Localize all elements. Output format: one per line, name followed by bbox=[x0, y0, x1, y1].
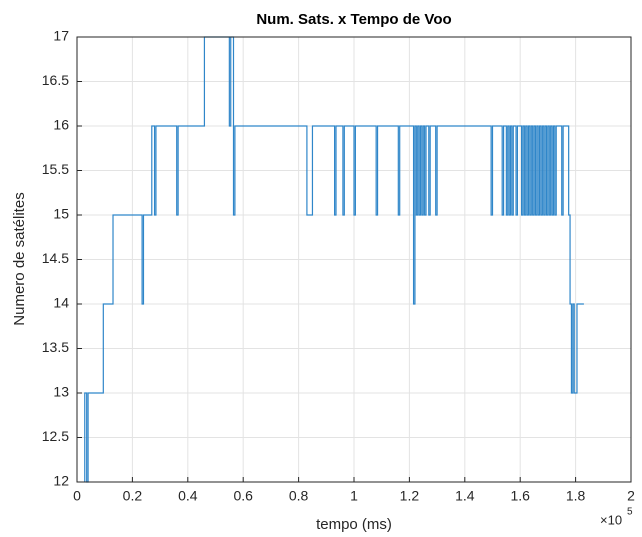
x-tick-label: 1.8 bbox=[566, 488, 586, 504]
x-tick-label: 2 bbox=[627, 488, 635, 504]
x-tick-label: 0.2 bbox=[123, 488, 143, 504]
x-tick-label: 1 bbox=[350, 488, 358, 504]
x-axis-label: tempo (ms) bbox=[316, 516, 392, 533]
plot-area: 0 0.2 0.4 0.6 0.8 1 1.2 1.4 1.6 1.8 2 12 12.5 13 13.5 1… bbox=[42, 28, 635, 504]
y-tick-label: 14.5 bbox=[42, 250, 69, 266]
y-tick-label: 14 bbox=[53, 295, 69, 311]
y-tick-label: 13 bbox=[53, 384, 69, 400]
x-tick-label: 0.6 bbox=[233, 488, 253, 504]
y-tick-label: 16 bbox=[53, 117, 69, 133]
x-multiplier-exponent: 5 bbox=[627, 507, 633, 518]
x-multiplier: ×10 bbox=[600, 512, 622, 527]
y-tick-label: 15 bbox=[53, 206, 69, 222]
y-tick-label: 16.5 bbox=[42, 72, 69, 88]
chart-title: Num. Sats. x Tempo de Voo bbox=[256, 11, 451, 28]
x-tick-label: 0 bbox=[73, 488, 81, 504]
x-tick-label: 1.2 bbox=[400, 488, 420, 504]
y-tick-label: 17 bbox=[53, 28, 69, 44]
x-tick-label: 1.4 bbox=[455, 488, 475, 504]
x-tick-label: 0.4 bbox=[178, 488, 198, 504]
y-tick-label: 13.5 bbox=[42, 339, 69, 355]
x-tick-label: 0.8 bbox=[289, 488, 309, 504]
y-axis-label: Numero de satélites bbox=[11, 192, 28, 325]
x-tick-label: 1.6 bbox=[510, 488, 530, 504]
y-tick-label: 12.5 bbox=[42, 428, 69, 444]
y-tick-label: 12 bbox=[53, 473, 69, 489]
y-tick-label: 15.5 bbox=[42, 161, 69, 177]
axes-box bbox=[76, 36, 632, 483]
